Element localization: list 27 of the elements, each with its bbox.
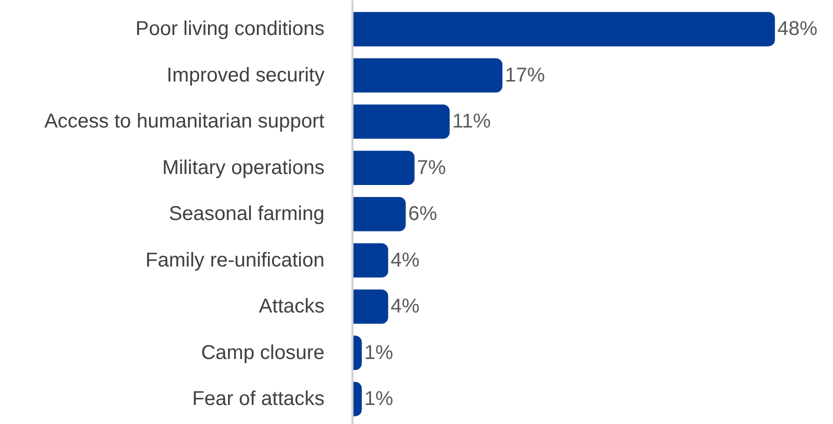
bar: [352, 58, 502, 93]
y-tick-label: Seasonal farming: [168, 203, 325, 226]
data-label: 17%: [504, 64, 546, 86]
y-tick-label: Camp closure: [201, 342, 325, 364]
bar: [352, 196, 406, 232]
data-label: 4%: [390, 296, 420, 318]
data-label: 48%: [777, 18, 818, 40]
data-label: 4%: [390, 249, 420, 272]
y-tick-label: Family re-unification: [146, 249, 325, 272]
bar: [352, 150, 415, 186]
data-label: 6%: [408, 203, 438, 226]
y-tick-label: Access to humanitarian support: [44, 110, 325, 133]
data-label: 11%: [452, 110, 491, 133]
bar: [352, 289, 388, 324]
y-tick-label: Fear of attacks: [192, 388, 325, 410]
y-tick-label: Poor living conditions: [136, 18, 325, 40]
y-tick-label: Improved security: [166, 64, 325, 86]
bar: [352, 104, 450, 139]
bar: [352, 382, 362, 416]
data-label: 1%: [364, 342, 394, 364]
bar: [352, 336, 362, 370]
bar: [352, 243, 388, 278]
y-tick-label: Military operations: [162, 156, 325, 179]
y-tick-label: Attacks: [258, 296, 324, 318]
bar: [352, 12, 775, 46]
data-label: 7%: [417, 156, 446, 179]
data-label: 1%: [364, 388, 394, 410]
